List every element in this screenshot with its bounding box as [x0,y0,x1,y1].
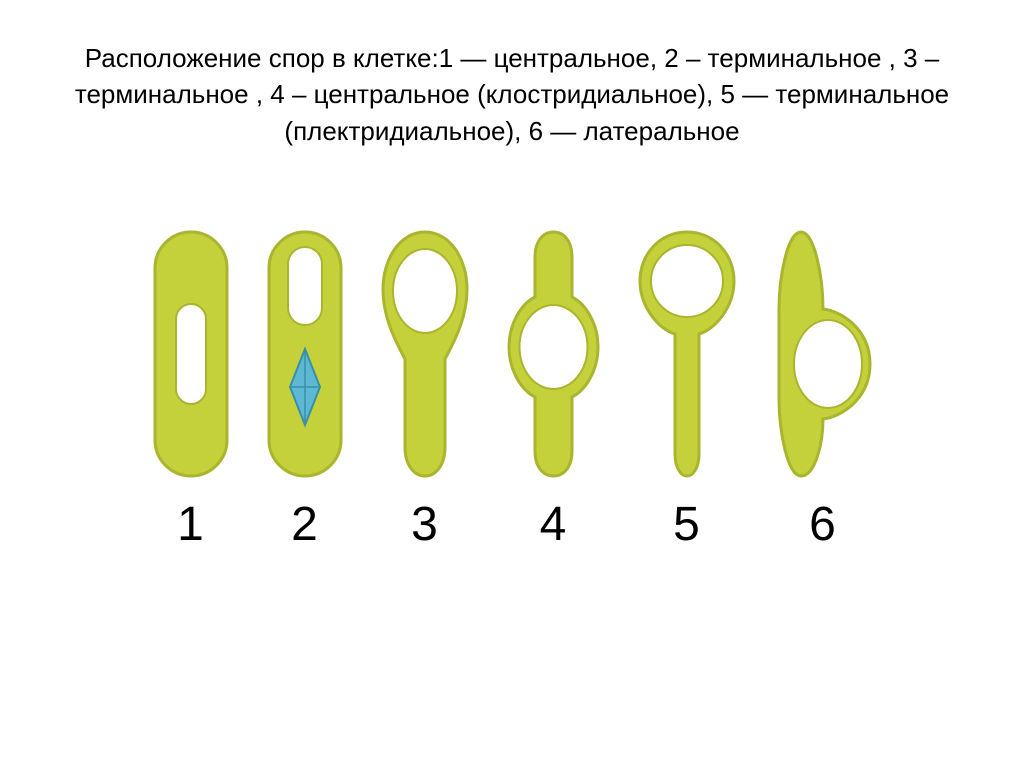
cell-2 [266,229,344,479]
cell-3-container: 3 [380,229,470,552]
cell-4 [506,229,601,479]
cell-5 [637,229,737,479]
cell-4-container: 4 [506,229,601,552]
cell-3 [380,229,470,479]
cell-5-container: 5 [637,229,737,552]
cell-2-container: 2 [266,229,344,552]
diagram-title: Расположение спор в клетке:1 — центральн… [62,40,962,149]
cell-1-container: 1 [152,229,230,552]
cell-2-number: 2 [291,497,318,552]
cell-5-number: 5 [673,497,700,552]
cell-6-container: 6 [773,229,873,552]
cell-1-number: 1 [177,497,204,552]
cell-6 [773,229,873,479]
cell-1 [152,229,230,479]
cell-6-number: 6 [809,497,836,552]
cells-row: 1 2 3 [152,229,873,552]
cell-3-number: 3 [411,497,438,552]
cell-4-number: 4 [540,497,567,552]
